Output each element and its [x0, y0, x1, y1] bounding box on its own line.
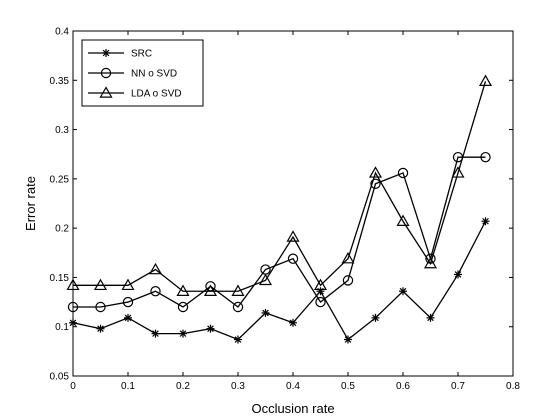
y-tick-label: 0.2 — [55, 224, 69, 235]
x-tick-label: 0.6 — [396, 381, 410, 392]
data-point — [96, 324, 105, 333]
series-layer — [66, 74, 493, 344]
x-tick-label: 0.8 — [506, 381, 520, 392]
data-point — [179, 329, 187, 338]
series-line — [72, 220, 487, 341]
data-point — [206, 324, 215, 333]
data-point — [289, 318, 297, 327]
data-point — [232, 301, 244, 313]
x-tick-label: 0.7 — [451, 381, 465, 392]
y-axis-label: Error rate — [23, 176, 38, 231]
x-tick-label: 0.1 — [121, 381, 135, 392]
data-point — [122, 296, 134, 308]
data-point — [258, 273, 273, 286]
x-axis-label: Occlusion rate — [251, 401, 334, 416]
data-point — [344, 335, 352, 344]
data-point — [176, 284, 190, 296]
data-point — [371, 313, 380, 322]
y-tick-label: 0.4 — [55, 27, 69, 38]
data-point — [261, 308, 270, 317]
data-point — [151, 329, 160, 338]
data-point — [124, 313, 132, 322]
data-point — [454, 270, 462, 279]
data-point — [481, 217, 490, 226]
data-point — [315, 296, 326, 308]
y-tick-label: 0.35 — [50, 76, 70, 87]
y-tick-label: 0.1 — [55, 322, 69, 333]
legend-label: LDA o SVD — [131, 89, 182, 100]
data-point — [426, 313, 435, 322]
legend-marker — [102, 49, 110, 57]
data-point — [399, 287, 407, 296]
data-point — [93, 278, 108, 291]
x-tick-label: 0.3 — [231, 381, 245, 392]
data-point — [67, 301, 79, 313]
series-triangle — [66, 74, 493, 296]
legend-entry: NN o SVD — [88, 67, 177, 80]
axis-ticks: 0 0.1 0.2 0.3 0.4 0.5 0.6 0.7 0.8 0.05 0.1 0.15 0.2 0… — [50, 27, 521, 393]
data-point — [150, 286, 161, 297]
legend: SRC NN o SVD LDA o SVD — [81, 39, 204, 107]
legend-marker — [99, 86, 113, 98]
series-asterisk — [69, 217, 490, 344]
data-point — [231, 284, 245, 296]
x-tick-label: 0.4 — [286, 381, 300, 392]
data-point — [203, 284, 218, 296]
legend-entry: LDA o SVD — [88, 86, 182, 100]
data-point — [66, 278, 80, 291]
data-point — [397, 167, 409, 179]
data-point — [478, 74, 493, 86]
data-point — [313, 278, 328, 291]
x-tick-label: 0.5 — [341, 381, 355, 392]
legend-entry: SRC — [88, 49, 152, 60]
data-point — [480, 151, 491, 163]
data-point — [95, 301, 106, 313]
x-tick-label: 0.2 — [176, 381, 190, 392]
data-point — [342, 275, 354, 286]
data-point — [287, 253, 299, 264]
data-point — [148, 262, 163, 275]
data-point — [370, 178, 381, 189]
data-point — [396, 214, 410, 226]
y-tick-label: 0.25 — [50, 174, 70, 185]
data-point — [368, 166, 383, 178]
y-tick-label: 0.15 — [50, 273, 70, 284]
legend-label: SRC — [131, 49, 152, 60]
series-line — [73, 156, 486, 308]
data-point — [341, 251, 355, 264]
y-tick-label: 0.05 — [50, 372, 70, 383]
legend-label: NN o SVD — [131, 69, 177, 80]
data-point — [69, 318, 77, 327]
data-point — [234, 335, 242, 344]
x-tick-label: 0 — [70, 381, 76, 392]
data-point — [316, 287, 325, 296]
data-point — [177, 301, 189, 313]
y-tick-label: 0.3 — [55, 125, 69, 136]
data-point — [286, 230, 300, 242]
legend-marker — [100, 67, 112, 79]
data-point — [423, 256, 438, 269]
data-point — [121, 278, 135, 291]
data-point — [451, 166, 465, 178]
series-line — [73, 81, 487, 292]
